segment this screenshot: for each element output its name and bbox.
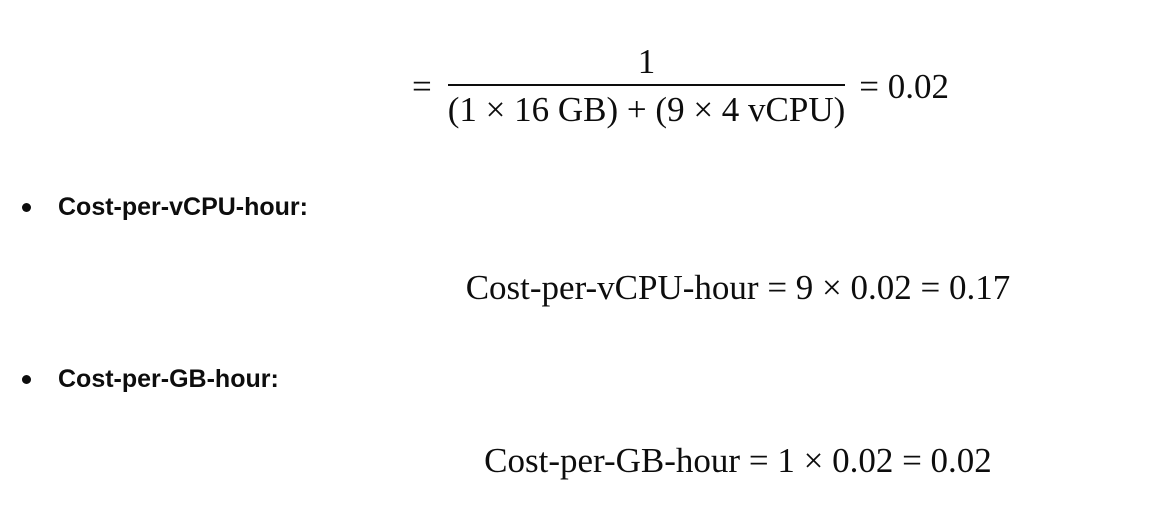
list-item-label: Cost-per-vCPU-hour: [58,193,308,221]
vcpu-equation: Cost-per-vCPU-hour = 9 × 0.02 = 0.17 [465,268,1011,307]
fraction: 1 (1 × 16 GB) + (9 × 4 vCPU) [447,40,846,134]
gb-equation: Cost-per-GB-hour = 1 × 0.02 = 0.02 [484,441,992,480]
equals-sign: = [412,66,432,106]
list-item-vcpu: Cost-per-vCPU-hour: [22,193,308,222]
bullet-icon [22,203,31,212]
list-item-label: Cost-per-GB-hour: [58,365,279,393]
fraction-bar [447,84,846,86]
fraction-equation: = 1 (1 × 16 GB) + (9 × 4 vCPU) = 0.02 [412,40,949,134]
result: = 0.02 [859,66,950,106]
numerator: 1 [637,42,656,81]
list-item-gb: Cost-per-GB-hour: [22,365,279,394]
denominator: (1 × 16 GB) + (9 × 4 vCPU) [447,89,846,129]
bullet-icon [22,375,31,384]
